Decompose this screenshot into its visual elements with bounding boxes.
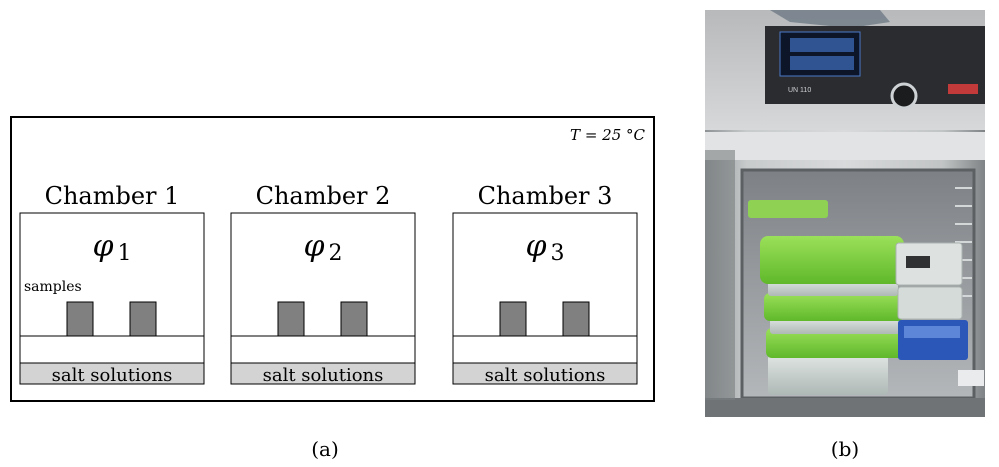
storage-box-lid — [766, 328, 904, 358]
salt-layer — [230, 362, 416, 385]
bottom-trim — [705, 398, 985, 417]
panel-b-photo: UN 110 — [705, 10, 985, 461]
phi-symbol: φ — [303, 229, 324, 264]
temperature-label: T = 25 °C — [570, 126, 645, 144]
storage-box-lid — [764, 293, 904, 321]
cloth-on-top — [770, 10, 890, 28]
salt-label: salt solutions — [263, 365, 384, 386]
sample-block — [340, 301, 368, 337]
sample-block — [499, 301, 527, 337]
left-reflection — [705, 150, 735, 400]
display-row — [790, 38, 854, 52]
caption-a: (a) — [311, 437, 339, 461]
bottom-label-tag — [958, 370, 984, 386]
platform — [230, 335, 416, 364]
storage-box-inner — [906, 256, 930, 268]
storage-box-blue-inner — [904, 326, 960, 338]
platform — [19, 335, 205, 364]
sample-block — [562, 301, 590, 337]
shelf-rails — [955, 187, 972, 297]
storage-box — [768, 355, 888, 395]
box-stack-right — [895, 242, 968, 360]
storage-box — [770, 318, 900, 334]
caption-b: (b) — [831, 437, 859, 461]
chamber-title: Chamber 1 — [45, 182, 180, 210]
phi-subscript: 3 — [551, 241, 565, 266]
salt-layer — [452, 362, 638, 385]
chamber-title: Chamber 2 — [256, 182, 391, 210]
salt-label: salt solutions — [485, 365, 606, 386]
display-model-label: UN 110 — [788, 87, 811, 94]
phi-subscript: 2 — [329, 241, 343, 266]
salt-label: salt solutions — [52, 365, 173, 386]
control-knob — [890, 82, 918, 110]
phi-subscript: 1 — [118, 241, 132, 266]
storage-box-lid — [760, 236, 904, 284]
sample-block — [129, 301, 157, 337]
box-stack-green — [760, 236, 904, 395]
display-row — [790, 56, 854, 70]
storage-box — [897, 286, 963, 320]
frame-reflection — [705, 132, 985, 160]
chamber-title: Chamber 3 — [478, 182, 613, 210]
sample-block — [277, 301, 305, 337]
salt-layer — [19, 362, 205, 385]
phi-symbol: φ — [525, 229, 546, 264]
phi-symbol: φ — [92, 229, 113, 264]
storage-box-back — [748, 200, 828, 218]
sample-block — [66, 301, 94, 337]
brand-logo — [948, 84, 978, 94]
samples-label: samples — [24, 279, 82, 295]
platform — [452, 335, 638, 364]
